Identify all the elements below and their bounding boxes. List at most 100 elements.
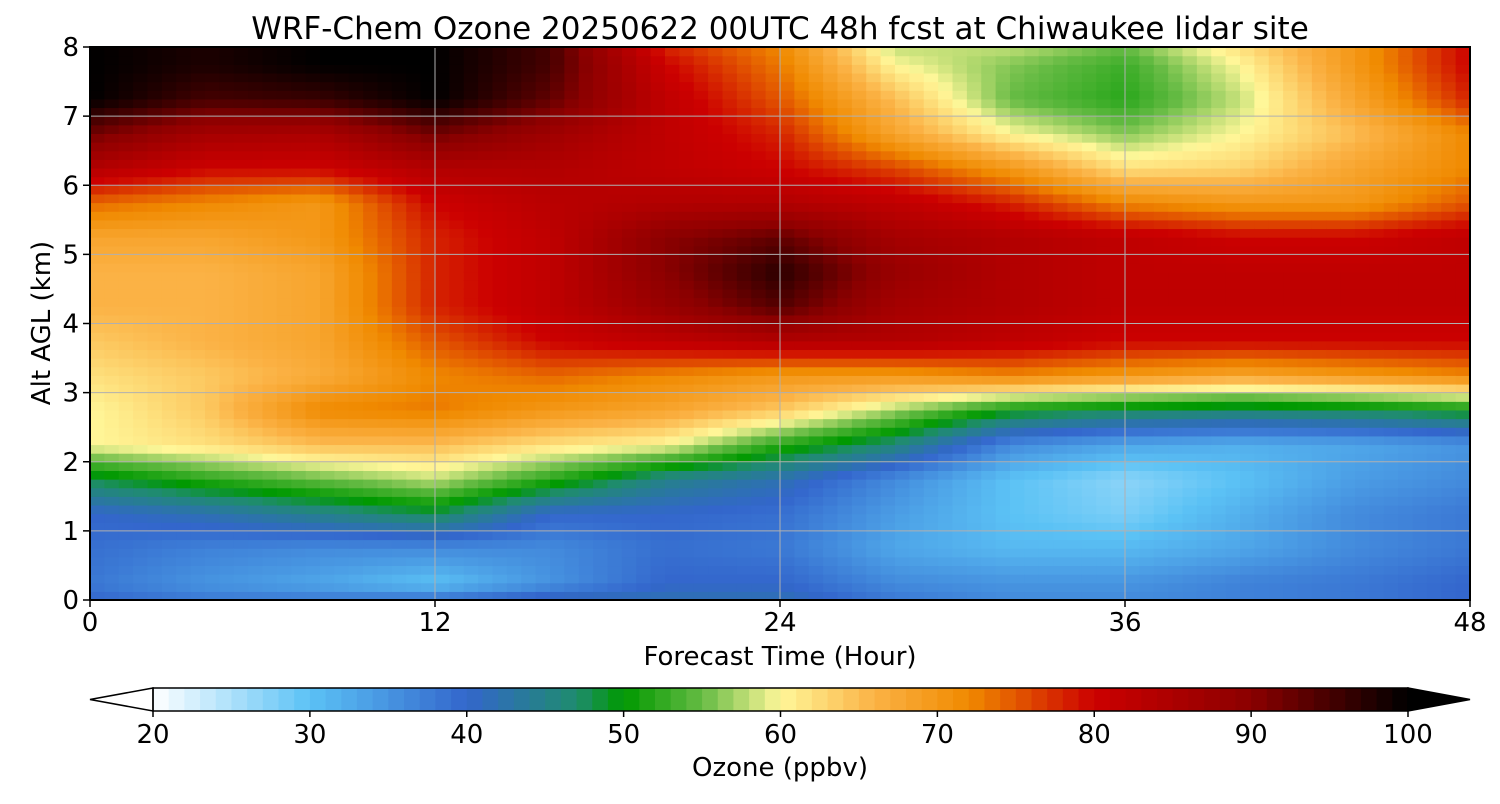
heatmap-cell [449,133,465,143]
heatmap-cell [205,116,220,126]
heatmap-cell [981,522,997,532]
heatmap-cell [133,401,149,411]
heatmap-cell [880,185,896,195]
heatmap-cell [636,418,652,428]
heatmap-cell [233,116,249,126]
heatmap-cell [1110,263,1126,273]
heatmap-cell [794,306,810,316]
heatmap-cell [205,522,220,532]
heatmap-cell [665,288,680,299]
heatmap-cell [492,64,508,74]
heatmap-cell [233,280,249,290]
heatmap-cell [722,574,738,584]
heatmap-cell [463,522,479,532]
heatmap-cell [506,297,522,307]
heatmap-cell [276,383,292,394]
heatmap-cell [506,418,522,428]
heatmap-cell [492,314,508,325]
heatmap-cell [535,47,551,57]
heatmap-cell [823,530,839,541]
heatmap-cell [1196,375,1212,385]
heatmap-cell [435,470,450,480]
heatmap-cell [736,150,752,160]
heatmap-cell [1196,427,1212,437]
heatmap-cell [1038,142,1054,152]
heatmap-cell [291,47,307,57]
heatmap-cell [938,418,954,428]
heatmap-cell [219,435,235,446]
heatmap-cell [578,107,594,117]
heatmap-cell [665,332,680,342]
heatmap-cell [1139,288,1155,299]
heatmap-cell [780,383,795,394]
heatmap-cell [823,297,839,307]
heatmap-cell [1067,254,1083,264]
heatmap-cell [1024,90,1040,100]
heatmap-cell [1168,116,1184,126]
heatmap-cell [1067,418,1083,428]
heatmap-cell [161,64,177,74]
heatmap-cell [679,55,695,65]
heatmap-cell [794,167,810,178]
heatmap-cell [219,358,235,368]
heatmap-cell [305,487,321,497]
heatmap-cell [463,150,479,160]
heatmap-cell [1053,522,1069,532]
heatmap-cell [463,461,479,471]
heatmap-cell [693,539,709,549]
heatmap-cell [406,487,422,497]
heatmap-cell [176,219,192,230]
heatmap-cell [478,306,494,316]
heatmap-cell [291,297,307,307]
heatmap-cell [722,159,738,169]
heatmap-cell [176,530,192,541]
heatmap-cell [104,513,120,523]
heatmap-cell [219,297,235,307]
heatmap-cell [463,72,479,83]
heatmap-cell [190,453,206,463]
heatmap-cell [780,124,795,135]
heatmap-cell [564,496,580,506]
heatmap-cell [420,176,436,186]
heatmap-cell [780,375,795,385]
heatmap-cell [708,470,724,480]
heatmap-cell [578,150,594,160]
heatmap-cell [478,47,494,57]
heatmap-cell [952,150,968,160]
heatmap-cell [981,116,997,126]
heatmap-cell [478,176,494,186]
heatmap-cell [276,228,292,238]
heatmap-cell [550,513,565,523]
heatmap-cell [1125,574,1140,584]
heatmap-cell [391,392,407,402]
heatmap-cell [564,219,580,230]
heatmap-cell [621,167,637,178]
heatmap-cell [205,237,220,247]
heatmap-cell [377,522,393,532]
heatmap-cell [1096,280,1112,290]
heatmap-cell [377,90,393,100]
heatmap-cell [521,159,537,169]
heatmap-cell [751,574,767,584]
heatmap-cell [923,349,939,359]
heatmap-cell [923,496,939,506]
heatmap-cell [334,202,350,212]
heatmap-cell [1010,167,1025,178]
heatmap-cell [1081,116,1097,126]
heatmap-cell [463,107,479,117]
heatmap-cell [1139,271,1155,281]
heatmap-cell [248,271,264,281]
heatmap-cell [521,539,537,549]
heatmap-cell [765,280,781,290]
heatmap-cell [780,107,795,117]
heatmap-cell [751,496,767,506]
heatmap-cell [1038,383,1054,394]
heatmap-cell [952,530,968,541]
heatmap-cell [506,245,522,255]
heatmap-cell [866,271,882,281]
heatmap-cell [880,167,896,178]
heatmap-cell [478,539,494,549]
heatmap-cell [521,435,537,446]
heatmap-cell [607,401,623,411]
heatmap-cell [118,418,134,428]
